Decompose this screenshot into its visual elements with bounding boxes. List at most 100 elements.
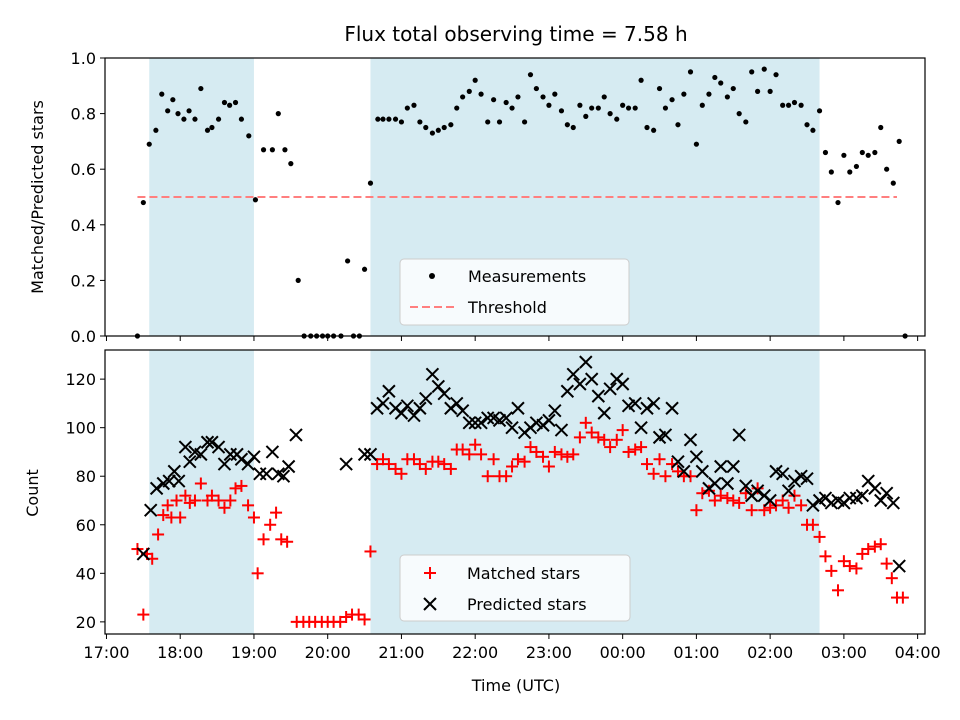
x-axis-label: Time (UTC) <box>471 676 560 695</box>
matched-star-point <box>152 528 165 541</box>
predicted-star-point <box>868 481 882 496</box>
matched-star-point <box>511 453 524 466</box>
y-tick-label: 80 <box>76 467 96 486</box>
matched-star-point <box>537 450 550 463</box>
matched-star-point <box>188 494 201 507</box>
matched-star-point <box>764 501 777 514</box>
predicted-star-point <box>162 474 176 488</box>
measurement-point <box>448 122 454 128</box>
y-tick-label: 40 <box>76 564 96 583</box>
measurement-point <box>533 85 539 92</box>
legend-label-threshold: Threshold <box>467 298 547 317</box>
measurement-point <box>417 119 423 125</box>
predicted-star-point <box>708 476 722 491</box>
measurement-point <box>712 74 718 81</box>
predicted-star-point <box>276 469 291 483</box>
measurement-point <box>435 127 441 133</box>
matched-star-point <box>616 424 629 437</box>
matched-star-point <box>721 492 734 505</box>
x-tick-label: 01:00 <box>673 643 719 662</box>
legend-label-measurements: Measurements <box>468 267 586 286</box>
predicted-star-point <box>677 464 691 479</box>
predicted-star-point <box>695 464 710 479</box>
measurement-point <box>767 88 773 94</box>
matched-star-point <box>782 501 795 514</box>
matched-star-point <box>432 455 445 468</box>
x-tick-label: 23:00 <box>526 643 572 662</box>
measurement-point <box>780 102 786 108</box>
predicted-star-point <box>413 401 427 415</box>
legend-top: Measurements Threshold <box>399 258 630 326</box>
measurement-point <box>865 152 871 158</box>
matched-star-point <box>745 504 758 517</box>
legend-label-matched: Matched stars <box>467 564 580 583</box>
measurement-point <box>491 97 497 103</box>
measurement-point <box>215 116 222 122</box>
measurement-point <box>638 77 644 83</box>
predicted-star-point <box>455 403 470 418</box>
predicted-star-point <box>714 459 728 474</box>
x-tick-label: 22:00 <box>452 643 498 662</box>
measurement-point <box>614 116 620 122</box>
predicted-star-point <box>603 382 617 396</box>
measurement-point <box>521 119 528 125</box>
measurement-point <box>552 91 558 97</box>
matched-star-point <box>251 567 264 580</box>
x-tick-label: 00:00 <box>600 643 646 662</box>
predicted-star-point <box>879 486 894 500</box>
predicted-star-point <box>775 467 790 481</box>
measurement-point <box>890 180 896 186</box>
matched-star-point <box>610 433 623 446</box>
measurement-point <box>175 111 181 117</box>
observing-interval-1 <box>149 350 254 634</box>
predicted-star-point <box>855 488 870 503</box>
matched-star-point <box>653 453 666 466</box>
measurement-point <box>260 147 267 153</box>
legend-marker-measurements <box>429 273 435 279</box>
matched-star-point <box>481 470 494 483</box>
x-tick-label: 20:00 <box>305 643 351 662</box>
measurement-point <box>589 105 595 111</box>
matched-star-point <box>281 535 294 548</box>
measurement-point <box>841 152 847 158</box>
predicted-star-point <box>892 559 906 573</box>
predicted-star-point <box>732 428 746 442</box>
matched-star-point <box>896 591 909 604</box>
predicted-star-point <box>183 454 197 469</box>
x-tick-label: 03:00 <box>821 643 867 662</box>
measurement-point <box>878 124 884 131</box>
matched-star-point <box>340 611 353 624</box>
measurement-point <box>515 94 521 100</box>
matched-star-point <box>684 470 697 483</box>
predicted-star-point <box>425 367 440 381</box>
y-tick-label: 0.2 <box>71 271 96 290</box>
count-points <box>131 355 909 628</box>
predicted-star-point <box>763 493 777 508</box>
axes-frame-top <box>104 57 926 337</box>
predicted-star-point <box>548 403 562 418</box>
measurement-point <box>509 105 515 111</box>
predicted-star-point <box>149 481 164 496</box>
matched-star-point <box>696 487 709 500</box>
y-tick-label: 20 <box>76 613 96 632</box>
predicted-star-point <box>615 377 630 391</box>
predicted-star-point <box>628 396 642 411</box>
predicted-star-point <box>720 476 735 491</box>
predicted-star-point <box>363 447 378 462</box>
predicted-star-point <box>172 474 186 488</box>
measurement-point <box>527 72 534 78</box>
matched-star-point <box>264 518 277 531</box>
matched-star-point <box>364 545 377 558</box>
matched-star-point <box>868 540 881 553</box>
matched-star-point <box>475 448 488 461</box>
measurement-point <box>269 147 275 153</box>
measurement-point <box>595 105 601 111</box>
matched-star-point <box>604 441 617 454</box>
legend-bottom: Matched stars Predicted stars <box>399 554 631 622</box>
measurement-point <box>367 180 374 186</box>
measurement-point <box>699 102 705 108</box>
matched-star-point <box>825 564 838 577</box>
matched-star-point <box>733 496 746 509</box>
predicted-star-point <box>646 396 661 411</box>
matched-star-point <box>850 562 863 575</box>
